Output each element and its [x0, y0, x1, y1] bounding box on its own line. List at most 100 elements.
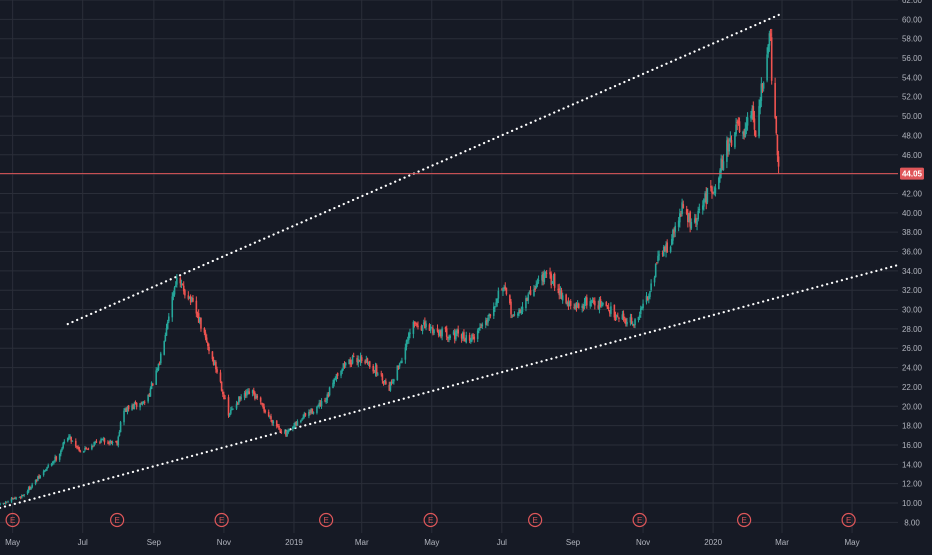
y-tick-label: 8.00 [904, 518, 920, 527]
earnings-marker[interactable]: E [737, 512, 752, 528]
candle-body [550, 273, 553, 286]
earnings-marker-label: E [741, 516, 746, 525]
candle-body [520, 310, 523, 314]
candle-body [149, 388, 152, 397]
candle-body [735, 124, 737, 135]
candle-body [334, 378, 337, 380]
candle-body [283, 431, 286, 433]
candle-body [60, 450, 62, 455]
candle-body [573, 306, 575, 308]
candle-body [176, 277, 178, 285]
candle-body [414, 322, 417, 324]
candle-body [488, 313, 490, 317]
candle-body [184, 290, 186, 296]
candle-body [171, 296, 174, 318]
candle-body [722, 161, 725, 170]
candle-body [558, 288, 561, 296]
candle-body [405, 340, 408, 348]
candle-body [745, 123, 748, 130]
candle-body [752, 106, 755, 121]
candle-body [165, 328, 168, 336]
candle-body [646, 296, 649, 301]
candle-body [657, 255, 659, 262]
candle-body [582, 306, 585, 309]
candle-body [92, 445, 94, 447]
candle-body [463, 332, 465, 339]
candle-body [125, 408, 128, 412]
candle-body [164, 335, 167, 342]
earnings-marker[interactable]: E [423, 512, 438, 528]
candle-body [436, 328, 439, 332]
candle-body [529, 290, 532, 295]
candle-body [108, 442, 110, 444]
candle-body [148, 394, 151, 396]
candle-body [590, 301, 593, 303]
candle-body [155, 370, 157, 385]
trendline[interactable] [66, 13, 781, 326]
candle-body [320, 401, 323, 407]
x-tick-label: Nov [217, 538, 231, 547]
candle-body [528, 291, 531, 294]
candle-body [712, 191, 714, 194]
candle-body [335, 374, 338, 379]
candle-body [626, 321, 628, 325]
earnings-marker[interactable]: E [528, 512, 543, 528]
candle-body [326, 394, 329, 401]
earnings-marker[interactable]: E [214, 512, 229, 528]
candle-body [762, 82, 765, 89]
candle-body [429, 327, 432, 331]
candle-body [645, 295, 648, 303]
earnings-marker[interactable]: E [632, 512, 647, 528]
candle-body [293, 425, 295, 427]
trendline[interactable] [0, 263, 900, 509]
candle-body [505, 287, 508, 295]
earnings-marker[interactable]: E [5, 512, 20, 528]
candle-body [280, 431, 283, 433]
candle-body [188, 296, 191, 299]
earnings-marker[interactable]: E [110, 512, 125, 528]
candle-body [22, 494, 24, 496]
candle-body [261, 402, 263, 404]
candle-body [204, 332, 207, 338]
candle-body [720, 158, 722, 172]
earnings-marker[interactable]: E [841, 512, 856, 528]
candle-body [512, 315, 515, 317]
candle-body [649, 291, 651, 297]
y-tick-label: 60.00 [902, 15, 923, 24]
candle-body [545, 272, 548, 274]
candle-body [216, 369, 218, 373]
candle-body [385, 381, 387, 385]
candle-body [166, 322, 169, 330]
price-axis[interactable]: 8.00 10.00 12.00 14.00 16.00 18.00 20.00 22.00 2… [900, 0, 924, 527]
price-label: 44.05 [902, 170, 923, 179]
candle-body [109, 440, 112, 444]
candle-body [240, 397, 242, 399]
candle-body [127, 405, 130, 410]
candle-body [199, 317, 201, 322]
candle-body [87, 448, 90, 450]
candle-body [452, 331, 455, 335]
candle-body [35, 479, 38, 481]
candle-body [501, 289, 503, 291]
candle-body [727, 139, 729, 151]
candle-body [774, 82, 776, 118]
candle-body [679, 213, 681, 223]
candle-body [31, 484, 33, 488]
candle-body [14, 498, 16, 500]
candle-body [157, 363, 160, 371]
y-tick-label: 32.00 [902, 286, 923, 295]
candle-body [301, 419, 303, 421]
time-axis[interactable]: May Jul Sep Nov 2019 Mar May Jul Sep Nov 2020 Mar Ma… [5, 538, 860, 547]
candle-body [15, 497, 17, 500]
candle-body [470, 340, 472, 342]
candle-body [576, 303, 579, 308]
x-tick-label: 2019 [285, 538, 303, 547]
candle-body [648, 295, 650, 299]
candle-body [366, 358, 369, 364]
candle-body [729, 137, 732, 142]
earnings-marker[interactable]: E [319, 512, 334, 528]
trendlines[interactable] [0, 13, 900, 509]
